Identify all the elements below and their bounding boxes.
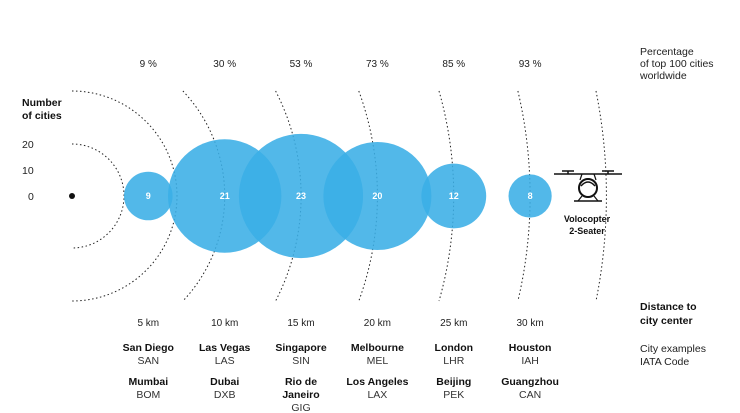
example-city: Singapore: [275, 342, 327, 354]
distance-arc-20km: [358, 90, 378, 302]
example-iata-code: SIN: [292, 355, 310, 367]
example-iata-code: BOM: [136, 389, 160, 401]
percent-label-20km: 73 %: [366, 59, 389, 70]
example-city: Houston: [509, 342, 552, 354]
percent-header-line2: of top 100 cities: [640, 58, 714, 70]
bubble-value-25km: 12: [449, 191, 459, 201]
example-city: Las Vegas: [199, 342, 251, 354]
y-axis-label-line2: of cities: [22, 110, 62, 122]
center-arc: [71, 143, 125, 249]
bubble-value-20km: 20: [372, 191, 382, 201]
percent-label-10km: 30 %: [213, 59, 236, 70]
distance-arc-35km: [595, 90, 607, 302]
example-iata-code: LHR: [443, 355, 464, 367]
y-axis-label-line1: Number: [22, 97, 62, 109]
distance-label-10km: 10 km: [211, 318, 238, 329]
distance-label-25km: 25 km: [440, 318, 467, 329]
example-city: Mumbai: [128, 376, 168, 388]
percent-label-25km: 85 %: [442, 59, 465, 70]
city-center-dot: [69, 193, 75, 199]
example-city: Guangzhou: [501, 376, 559, 388]
bubble-30km: [508, 174, 552, 218]
y-tick-10: 10: [22, 165, 34, 177]
vehicle-label-line1: Volocopter: [564, 214, 611, 224]
distance-label-5km: 5 km: [137, 318, 159, 329]
example-city: Los Angeles: [346, 376, 408, 388]
example-city: San Diego: [123, 342, 174, 354]
example-iata-code: MEL: [367, 355, 389, 367]
examples-header-line1: City examples: [640, 343, 706, 355]
distance-label-30km: 30 km: [516, 318, 543, 329]
example-iata-code: PEK: [443, 389, 464, 401]
bubble-value-30km: 8: [528, 191, 533, 201]
example-iata-code: LAS: [215, 355, 235, 367]
bubble-value-15km: 23: [296, 191, 306, 201]
example-city: Dubai: [210, 376, 239, 388]
bubble-15km: [238, 133, 364, 259]
examples-header-line2: IATA Code: [640, 356, 689, 368]
example-city: London: [435, 342, 473, 354]
example-iata-code: IAH: [521, 355, 539, 367]
vehicle-label-line2: 2-Seater: [569, 226, 605, 236]
bubble-20km: [323, 142, 432, 250]
example-iata-code: SAN: [138, 355, 160, 367]
example-city: Melbourne: [351, 342, 404, 354]
volocopter-icon: [554, 170, 622, 202]
example-iata-code: DXB: [214, 389, 236, 401]
percent-header-line1: Percentage: [640, 46, 694, 58]
distance-arc-30km: [517, 90, 531, 302]
example-city: Beijing: [436, 376, 471, 388]
example-iata-code: GIG: [291, 402, 310, 413]
distance-label-15km: 15 km: [287, 318, 314, 329]
bubble-value-10km: 21: [220, 191, 230, 201]
distance-arc-25km: [438, 90, 455, 302]
y-tick-20: 20: [22, 139, 34, 151]
example-iata-code: LAX: [367, 389, 387, 401]
example-city: Janeiro: [282, 389, 319, 401]
bubbles: 9 21 23 20 12 8: [124, 133, 552, 259]
percent-label-5km: 9 %: [140, 59, 157, 70]
bubble-5km: [124, 171, 173, 221]
percent-header-line3: worldwide: [639, 70, 687, 82]
percent-label-30km: 93 %: [519, 59, 542, 70]
bubble-value-5km: 9: [146, 191, 151, 201]
percent-label-15km: 53 %: [290, 59, 313, 70]
example-iata-code: CAN: [519, 389, 541, 401]
y-tick-0: 0: [28, 191, 34, 203]
distance-header-line2: city center: [640, 315, 693, 327]
distance-header-line1: Distance to: [640, 301, 697, 313]
example-city: Rio de: [285, 376, 317, 388]
bubble-25km: [421, 163, 487, 229]
distance-label-20km: 20 km: [364, 318, 391, 329]
